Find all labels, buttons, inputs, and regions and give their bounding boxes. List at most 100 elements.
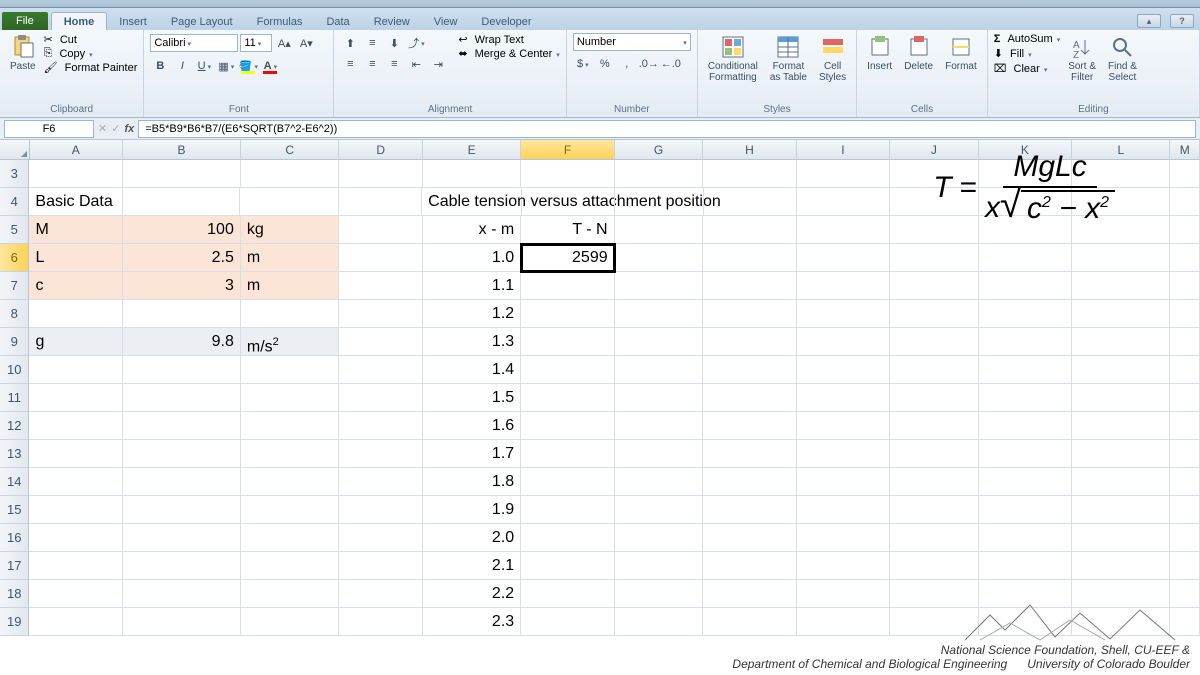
decrease-decimal-icon[interactable]: ←.0: [661, 54, 681, 74]
cell-F16[interactable]: [521, 524, 614, 552]
cell-D8[interactable]: [339, 300, 423, 328]
cell-G17[interactable]: [615, 552, 704, 580]
sort-filter-button[interactable]: AZSort & Filter: [1064, 33, 1100, 85]
tab-file[interactable]: File: [2, 12, 48, 30]
cell-A18[interactable]: [29, 580, 122, 608]
autosum-button[interactable]: Σ AutoSum: [994, 33, 1060, 45]
cancel-formula-icon[interactable]: ✕: [98, 122, 107, 135]
tab-insert[interactable]: Insert: [107, 13, 159, 30]
cell-A15[interactable]: [29, 496, 122, 524]
cell-D4[interactable]: [339, 188, 423, 216]
cell-L12[interactable]: [1072, 412, 1170, 440]
format-as-table-button[interactable]: Format as Table: [766, 33, 811, 85]
cell-F6[interactable]: 2599: [521, 244, 614, 272]
cell-D9[interactable]: [339, 328, 423, 356]
cell-F18[interactable]: [521, 580, 614, 608]
cell-G14[interactable]: [615, 468, 704, 496]
cell-K6[interactable]: [979, 244, 1072, 272]
align-center-icon[interactable]: ≡: [362, 54, 382, 74]
cell-E7[interactable]: 1.1: [423, 272, 521, 300]
cell-E16[interactable]: 2.0: [423, 524, 521, 552]
cell-H10[interactable]: [703, 356, 796, 384]
cell-G6[interactable]: [615, 244, 704, 272]
cell-C19[interactable]: [241, 608, 339, 636]
cell-F7[interactable]: [521, 272, 614, 300]
cell-M14[interactable]: [1170, 468, 1200, 496]
row-header-6[interactable]: 6: [0, 244, 29, 272]
cell-H3[interactable]: [703, 160, 796, 188]
cell-K10[interactable]: [979, 356, 1072, 384]
cell-F10[interactable]: [521, 356, 614, 384]
cell-G19[interactable]: [615, 608, 704, 636]
cell-J10[interactable]: [890, 356, 979, 384]
cell-M11[interactable]: [1170, 384, 1200, 412]
cell-D13[interactable]: [339, 440, 423, 468]
cell-L9[interactable]: [1072, 328, 1170, 356]
column-header-F[interactable]: F: [521, 140, 614, 159]
cell-B19[interactable]: [123, 608, 241, 636]
enter-formula-icon[interactable]: ✓: [111, 122, 120, 135]
cell-I13[interactable]: [797, 440, 890, 468]
currency-button[interactable]: $: [573, 54, 593, 74]
clear-button[interactable]: ⌧ Clear: [994, 62, 1060, 75]
cell-C13[interactable]: [241, 440, 339, 468]
format-painter-button[interactable]: 🖌 Format Painter: [44, 61, 138, 74]
cell-G18[interactable]: [615, 580, 704, 608]
cell-G10[interactable]: [615, 356, 704, 384]
cell-A6[interactable]: L: [29, 244, 122, 272]
row-header-17[interactable]: 17: [0, 552, 29, 580]
cell-D14[interactable]: [339, 468, 423, 496]
column-header-G[interactable]: G: [615, 140, 704, 159]
cell-E18[interactable]: 2.2: [423, 580, 521, 608]
cell-C6[interactable]: m: [241, 244, 339, 272]
cell-J9[interactable]: [890, 328, 979, 356]
cell-M9[interactable]: [1170, 328, 1200, 356]
column-header-D[interactable]: D: [339, 140, 423, 159]
row-header-3[interactable]: 3: [0, 160, 29, 188]
cell-E4[interactable]: Cable tension versus attachment position: [422, 188, 522, 216]
cell-J13[interactable]: [890, 440, 979, 468]
cell-B5[interactable]: 100: [123, 216, 241, 244]
decrease-font-icon[interactable]: A▾: [296, 33, 316, 53]
select-all-corner[interactable]: [0, 140, 30, 159]
cell-F9[interactable]: [521, 328, 614, 356]
align-bottom-icon[interactable]: ⬇: [384, 33, 404, 53]
cell-F3[interactable]: [521, 160, 614, 188]
cell-C10[interactable]: [241, 356, 339, 384]
increase-decimal-icon[interactable]: .0→: [639, 54, 659, 74]
cell-F17[interactable]: [521, 552, 614, 580]
cell-H6[interactable]: [703, 244, 796, 272]
cell-L16[interactable]: [1072, 524, 1170, 552]
cell-F8[interactable]: [521, 300, 614, 328]
row-header-14[interactable]: 14: [0, 468, 29, 496]
delete-cells-button[interactable]: Delete: [900, 33, 937, 74]
cell-M6[interactable]: [1170, 244, 1200, 272]
cell-G15[interactable]: [615, 496, 704, 524]
column-header-B[interactable]: B: [123, 140, 241, 159]
insert-cells-button[interactable]: Insert: [863, 33, 896, 74]
cell-E3[interactable]: [423, 160, 521, 188]
cell-M17[interactable]: [1170, 552, 1200, 580]
cell-A3[interactable]: [29, 160, 122, 188]
cell-E14[interactable]: 1.8: [423, 468, 521, 496]
cell-M15[interactable]: [1170, 496, 1200, 524]
bold-button[interactable]: B: [150, 56, 170, 76]
cell-H9[interactable]: [703, 328, 796, 356]
cell-J15[interactable]: [890, 496, 979, 524]
cell-H16[interactable]: [703, 524, 796, 552]
fill-button[interactable]: ⬇ Fill: [994, 47, 1060, 60]
find-select-button[interactable]: Find & Select: [1104, 33, 1141, 85]
row-header-7[interactable]: 7: [0, 272, 29, 300]
paste-button[interactable]: Paste: [6, 33, 40, 74]
cell-D18[interactable]: [339, 580, 423, 608]
row-header-4[interactable]: 4: [0, 188, 29, 216]
cell-D6[interactable]: [339, 244, 423, 272]
cell-G7[interactable]: [615, 272, 704, 300]
cell-A11[interactable]: [29, 384, 122, 412]
cell-C9[interactable]: m/s2: [241, 328, 339, 356]
cell-L13[interactable]: [1072, 440, 1170, 468]
cell-L15[interactable]: [1072, 496, 1170, 524]
cell-I4[interactable]: [797, 188, 890, 216]
cell-C4[interactable]: [240, 188, 338, 216]
tab-home[interactable]: Home: [51, 12, 108, 30]
